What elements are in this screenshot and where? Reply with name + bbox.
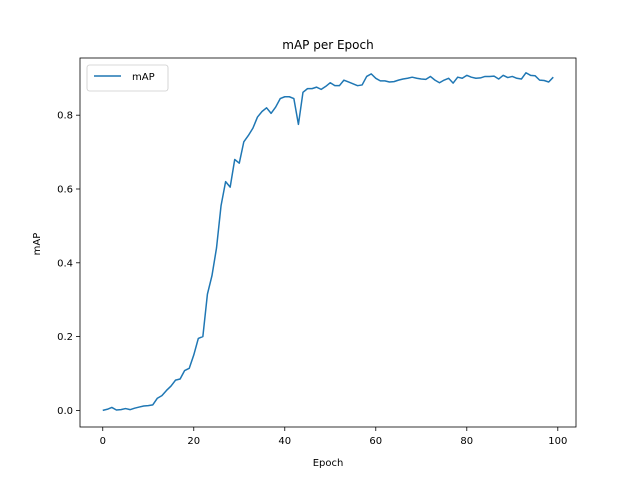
chart-title: mAP per Epoch [282,38,373,52]
plot-frame [79,57,577,428]
legend-box [86,64,169,92]
y-tick-label: 0.4 [57,258,73,269]
legend-label: mAP [132,72,155,83]
legend: mAP [86,64,169,92]
x-tick-label: 80 [460,436,473,447]
series-line-0 [102,72,554,412]
y-tick-label: 0.6 [57,184,73,195]
y-axis-title: mAP [32,233,43,256]
x-tick-label: 100 [548,436,567,447]
x-axis-title: Epoch [313,458,344,469]
x-tick-label: 40 [278,436,291,447]
x-tick-label: 0 [100,436,106,447]
y-tick-label: 0.2 [57,332,73,343]
x-tick-label: 60 [369,436,382,447]
y-tick-label: 0.0 [57,406,73,417]
plot-area: 0 20 40 60 80 100 0.0 0.2 0.4 0.6 0.8 [57,57,577,447]
y-tick-label: 0.8 [57,111,73,122]
x-tick-label: 20 [187,436,200,447]
